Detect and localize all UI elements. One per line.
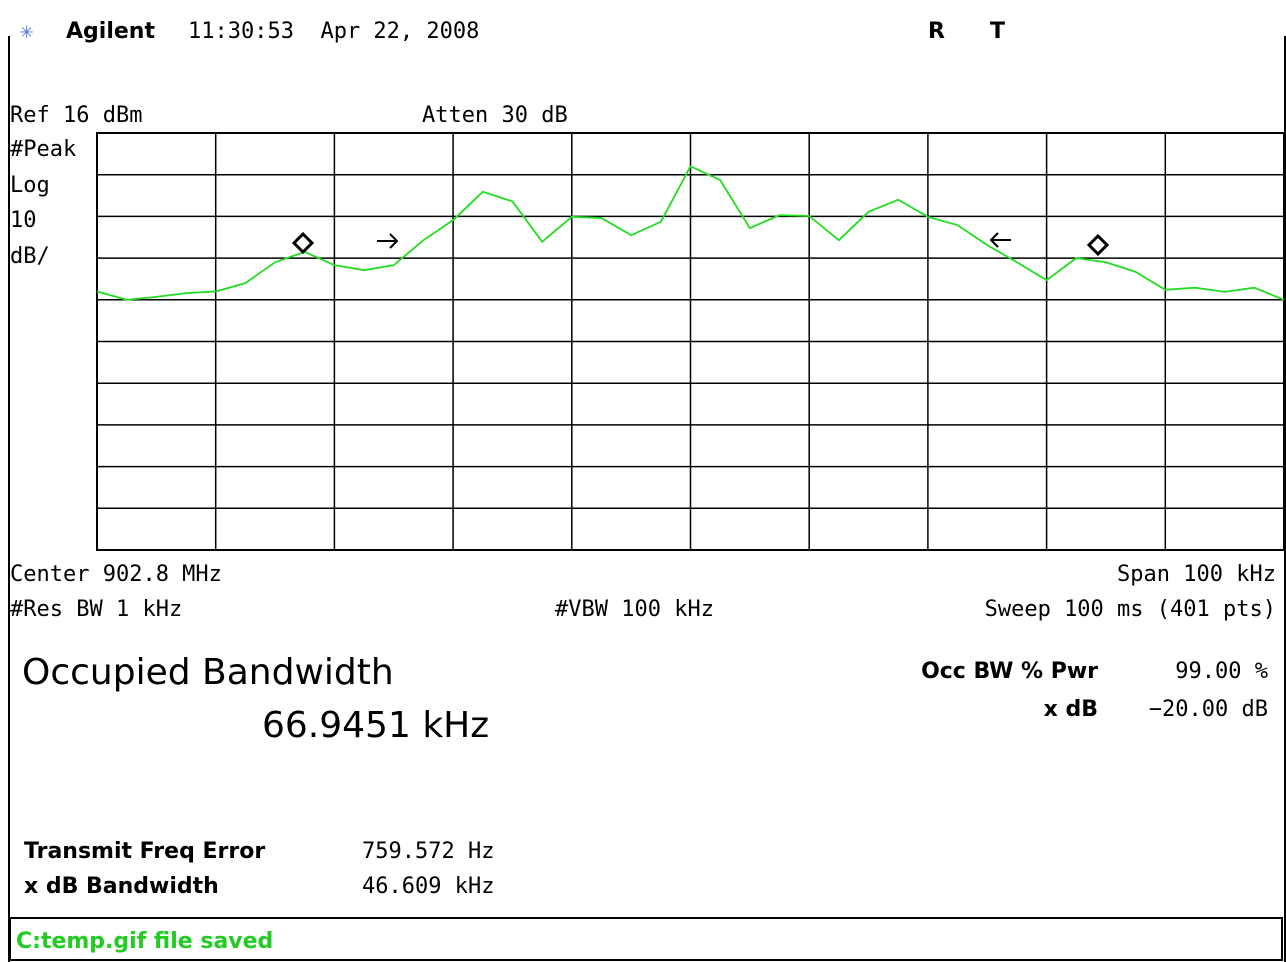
center-freq: Center 902.8 MHz (10, 562, 222, 587)
logo: ✳ (20, 19, 33, 44)
tfe-value: 759.572 Hz (362, 839, 494, 864)
detector: #Peak (10, 137, 76, 162)
edge-arrow (989, 232, 1011, 248)
status-bar (9, 917, 1283, 961)
flag-r: R (928, 19, 945, 44)
res-bw: #Res BW 1 kHz (10, 597, 182, 622)
scale-type: Log (10, 173, 50, 198)
scale-unit: dB/ (10, 244, 50, 269)
plot (96, 132, 1285, 551)
xbw-label: x dB Bandwidth (24, 874, 219, 899)
atten: Atten 30 dB (422, 103, 568, 128)
xbw-value: 46.609 kHz (362, 874, 494, 899)
edge-arrow (377, 233, 399, 249)
vbw: #VBW 100 kHz (555, 597, 714, 622)
ref-level: Ref 16 dBm (10, 103, 142, 128)
scale-value: 10 (10, 208, 37, 233)
marker (291, 231, 315, 255)
occ-label: Occ BW % Pwr (921, 659, 1098, 684)
xdb-label: x dB (1044, 697, 1098, 722)
result-value: 66.9451 kHz (262, 705, 489, 746)
status-text: C:temp.gif file saved (16, 929, 273, 954)
flag-t: T (990, 19, 1005, 44)
timestamp: 11:30:53 Apr 22, 2008 (188, 19, 479, 44)
tfe-label: Transmit Freq Error (24, 839, 265, 864)
occ-value: 99.00 % (1175, 659, 1268, 684)
sweep: Sweep 100 ms (401 pts) (985, 597, 1276, 622)
span: Span 100 kHz (1117, 562, 1276, 587)
xdb-value: −20.00 dB (1149, 697, 1268, 722)
marker (1086, 233, 1110, 257)
result-title: Occupied Bandwidth (22, 652, 394, 693)
trace (96, 165, 1285, 301)
brand: Agilent (66, 19, 155, 44)
